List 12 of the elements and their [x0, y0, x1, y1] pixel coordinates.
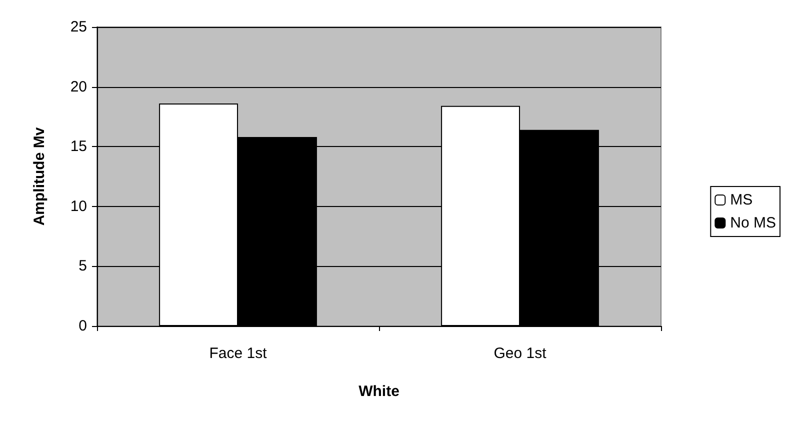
- y-tick-label: 10: [70, 198, 87, 215]
- y-tick-label: 0: [78, 318, 87, 334]
- legend-label: MS: [730, 192, 753, 208]
- legend-label: No MS: [730, 214, 776, 232]
- y-axis-title: Amplitude Mv: [31, 126, 48, 226]
- x-axis-title: White: [358, 383, 400, 400]
- x-tick-label: Face 1st: [209, 345, 268, 362]
- y-tick-label: 5: [78, 258, 87, 275]
- y-tick-label: 15: [70, 138, 87, 156]
- y-tick-label: 20: [70, 78, 87, 96]
- y-tick-label: 25: [70, 18, 87, 36]
- x-tick-label: Geo 1st: [494, 345, 548, 362]
